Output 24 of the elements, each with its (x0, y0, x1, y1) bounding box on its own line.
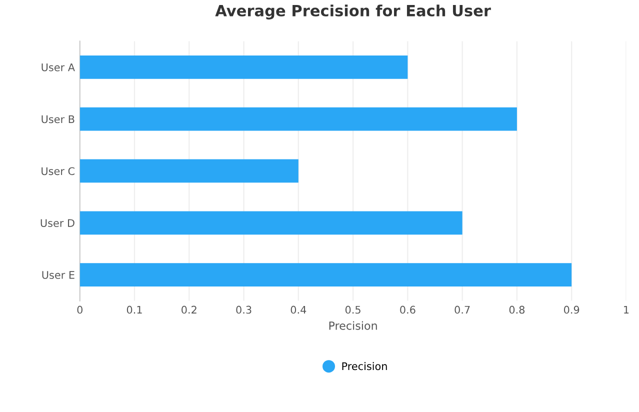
bar (80, 107, 517, 131)
x-axis-title: Precision (329, 321, 377, 330)
y-tick-label: User E (42, 271, 74, 279)
x-tick-label: 0.7 (454, 306, 470, 314)
x-tick-label: 0.5 (345, 306, 360, 314)
y-tick-label: User C (42, 167, 74, 176)
legend-label: Precision (342, 362, 387, 370)
x-tick-label: 0.6 (400, 306, 416, 314)
x-tick-label: 0.8 (509, 306, 525, 314)
bar (80, 263, 572, 286)
bar (80, 55, 408, 79)
x-tick-label: 0.3 (236, 306, 252, 314)
y-tick-label: User D (40, 219, 74, 227)
chart-title: Average Precision for Each User (215, 4, 491, 20)
bar (80, 159, 298, 183)
x-tick-label: 1 (624, 306, 629, 314)
x-tick-label: 0.4 (290, 306, 306, 314)
x-tick-label: 0.1 (126, 306, 142, 314)
x-tick-label: 0.2 (182, 306, 196, 314)
x-tick-label: 0 (77, 306, 82, 314)
y-tick-label: User B (42, 115, 74, 124)
bar (80, 211, 462, 235)
x-tick-label: 0.9 (564, 306, 580, 314)
y-tick-label: User A (42, 64, 75, 72)
